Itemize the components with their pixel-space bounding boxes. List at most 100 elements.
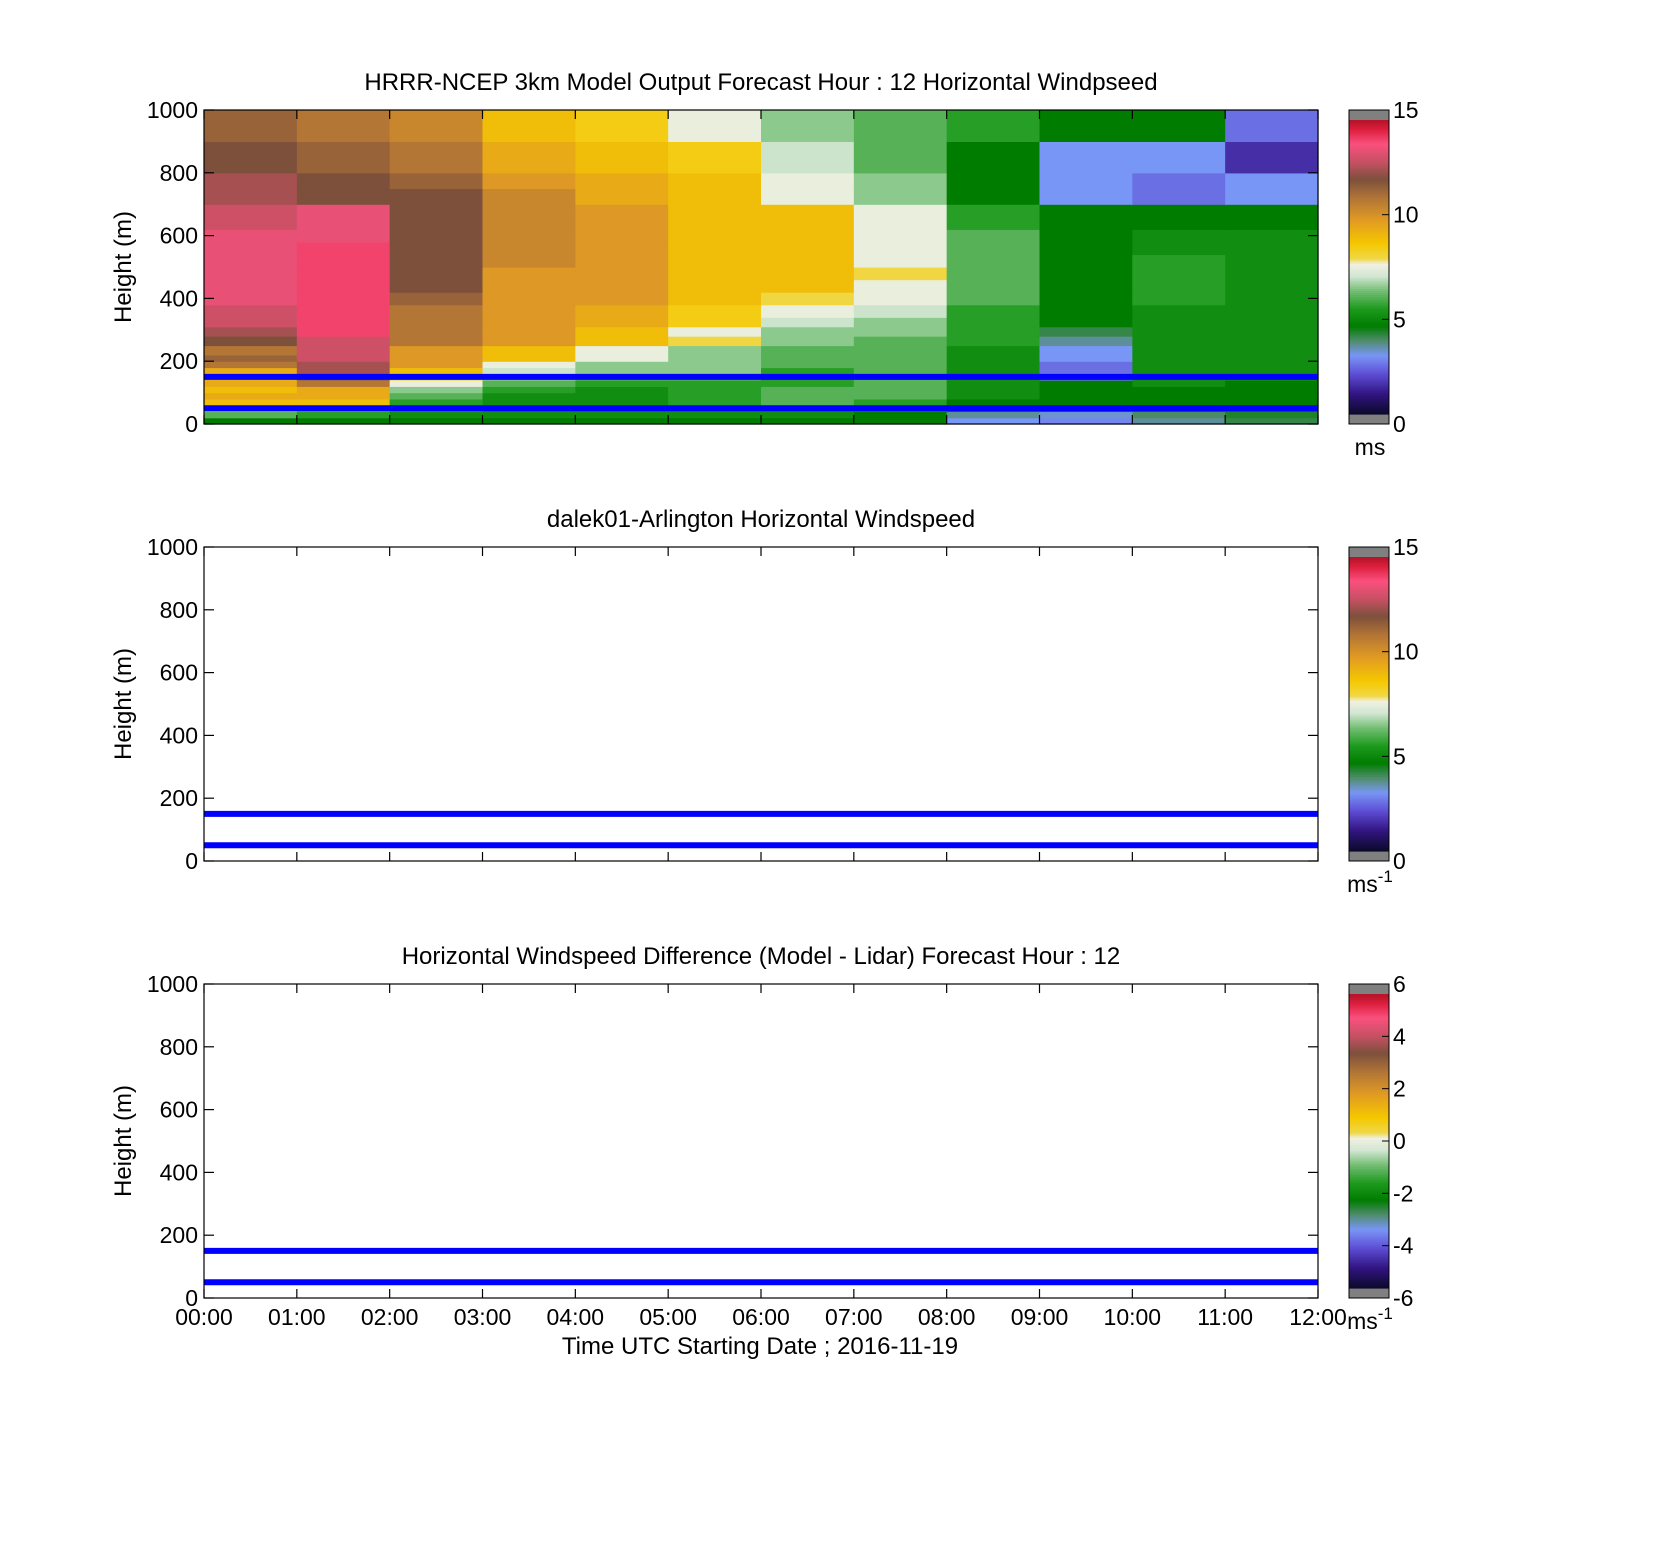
colorbar-segment (1349, 259, 1389, 262)
colorbar-segment (1349, 1103, 1389, 1107)
heatmap-cell (853, 411, 948, 419)
y-tick-label: 0 (185, 848, 198, 874)
heatmap-cell (1039, 304, 1133, 318)
colorbar-segment (1349, 1160, 1389, 1164)
y-tick-label: 800 (160, 597, 198, 623)
heatmap-cell (389, 110, 484, 127)
heatmap-cell (761, 254, 855, 268)
x-tick-label: 12:00 (1289, 1304, 1347, 1330)
colorbar-segment (1349, 1178, 1389, 1181)
colorbar-segment (1349, 410, 1389, 413)
colorbar-segment (1349, 196, 1389, 199)
colorbar-segment (1349, 268, 1389, 272)
heatmap-cell (946, 354, 1041, 362)
colorbar-segment (1349, 568, 1389, 572)
colorbar-segment (1349, 270, 1389, 274)
heatmap-cell (575, 229, 669, 243)
plot-area (204, 547, 1318, 861)
heatmap-cell (668, 326, 762, 337)
colorbar-segment (1349, 265, 1389, 268)
heatmap-cell (204, 241, 298, 256)
heatmap-cell (668, 188, 762, 205)
heatmap-cell (761, 392, 855, 400)
colorbar-segment (1349, 798, 1389, 801)
heatmap-cell (204, 254, 298, 268)
colorbar-segment (1349, 745, 1389, 748)
heatmap-cell (204, 336, 298, 347)
y-tick-label: 600 (160, 660, 198, 686)
colorbar-segment (1349, 229, 1389, 233)
colorbar-segment (1349, 1076, 1389, 1079)
heatmap-cell (668, 392, 762, 400)
y-tick-label: 200 (160, 1222, 198, 1248)
colorbar-segment (1349, 176, 1389, 180)
heatmap-cell (296, 229, 391, 243)
colorbar-segment (1349, 1080, 1389, 1083)
heatmap-cell (1039, 386, 1133, 394)
heatmap-cell (668, 292, 762, 306)
colorbar-segment (1349, 841, 1389, 844)
heatmap-cell (1039, 411, 1133, 419)
heatmap-cell (1132, 354, 1226, 362)
heatmap-cell (1132, 141, 1226, 158)
colorbar-segment (1349, 231, 1389, 235)
heatmap-cell (946, 267, 1041, 281)
colorbar-segment (1349, 756, 1389, 760)
heatmap-cell (1225, 241, 1319, 256)
heatmap-cell (1225, 304, 1319, 318)
heatmap-cell (853, 110, 948, 127)
heatmap-cell (296, 411, 391, 419)
colorbar-segment (1349, 1282, 1389, 1285)
heatmap-cell (946, 157, 1041, 174)
heatmap-cell (204, 172, 298, 190)
colorbar-segment (1349, 1101, 1389, 1105)
colorbar-segment (1349, 776, 1389, 780)
colorbar-segment (1349, 292, 1389, 296)
colorbar-segment (1349, 780, 1389, 783)
colorbar-segment (1349, 845, 1389, 848)
colorbar-segment (1349, 1197, 1389, 1201)
colorbar-segment (1349, 329, 1389, 333)
heatmap-cell (296, 110, 391, 127)
colorbar-segment (1349, 210, 1389, 213)
heatmap-cell (946, 380, 1041, 387)
heatmap-cell (482, 204, 576, 218)
colorbar-segment (1349, 239, 1389, 243)
heatmap-cell (1225, 361, 1319, 369)
colorbar-tick-label: 0 (1393, 848, 1406, 874)
heatmap-cell (296, 254, 391, 268)
colorbar-segment (1349, 768, 1389, 772)
heatmap-cell (1132, 386, 1226, 394)
heatmap-cell (389, 241, 484, 256)
heatmap-cell (853, 354, 948, 362)
colorbar-segment (1349, 1093, 1389, 1097)
heatmap-cell (482, 229, 576, 243)
heatmap-cell (296, 125, 391, 142)
colorbar-segment (1349, 1240, 1389, 1244)
heatmap-cell (204, 229, 298, 243)
y-tick-label: 600 (160, 223, 198, 249)
colorbar-segment (1349, 212, 1389, 215)
y-tick-label: 600 (160, 1097, 198, 1123)
colorbar-segment (1349, 390, 1389, 394)
heatmap-cell (946, 110, 1041, 127)
colorbar-segment (1349, 564, 1389, 568)
heatmap-cell (1225, 392, 1319, 400)
heatmap-cell (296, 326, 391, 337)
heatmap-cell (296, 216, 391, 230)
colorbar-segment (1349, 1244, 1389, 1248)
colorbar-segment (1349, 298, 1389, 301)
heatmap-cell (1225, 386, 1319, 394)
colorbar-segment (1349, 153, 1389, 156)
colorbar-segment (1349, 1019, 1389, 1023)
heatmap-cell (482, 392, 576, 400)
heatmap-cell (204, 326, 298, 337)
heatmap-cell (296, 336, 391, 347)
x-tick-label: 00:00 (175, 1304, 233, 1330)
colorbar-segment (1349, 819, 1389, 823)
colorbar-segment (1349, 788, 1389, 791)
colorbar-segment (1349, 161, 1389, 164)
heatmap-cell (946, 304, 1041, 318)
heatmap-cell (1039, 361, 1133, 369)
